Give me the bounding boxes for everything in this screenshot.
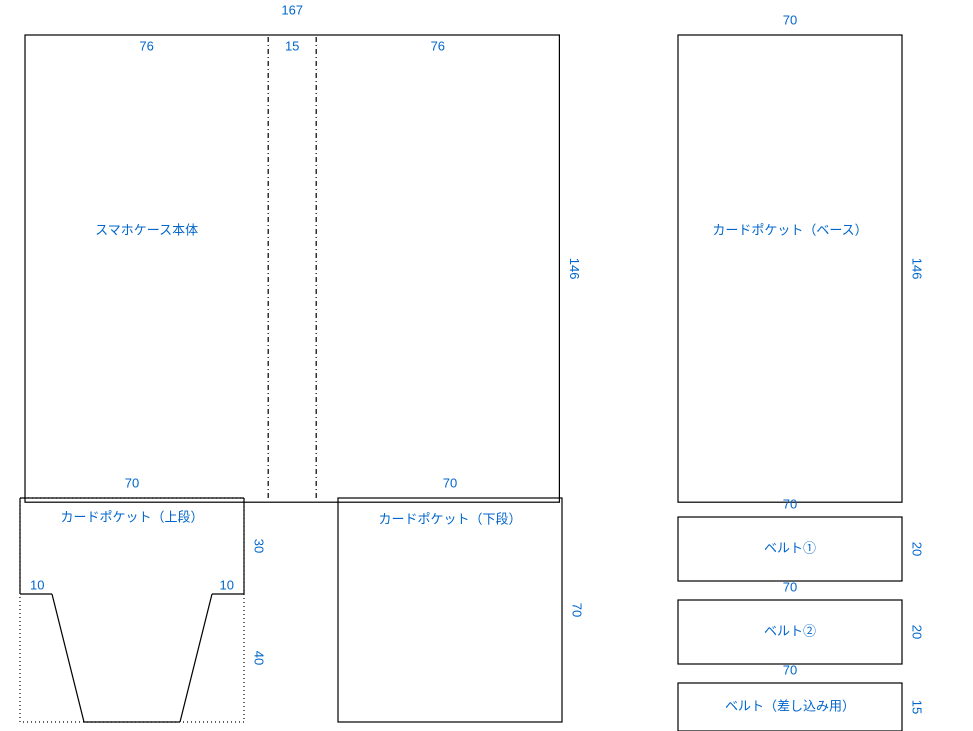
main-body-label: スマホケース本体 — [95, 223, 198, 238]
pocket-upper-label: カードポケット（上段） — [60, 509, 203, 524]
dimension-label: 70 — [570, 603, 585, 617]
dimension-label: 70 — [125, 475, 139, 490]
belt1-label: ベルト① — [764, 540, 816, 555]
dimension-label: 70 — [443, 475, 457, 490]
pocket-base-label: カードポケット（ベース） — [712, 223, 867, 238]
dimension-label: 146 — [567, 258, 582, 280]
dimension-label: 40 — [252, 651, 267, 665]
belt-insert-label: ベルト（差し込み用） — [725, 698, 855, 713]
dimension-label: 70 — [783, 496, 797, 511]
dimension-label: 30 — [252, 539, 267, 553]
pocket-lower-label: カードポケット（下段） — [378, 511, 521, 526]
dimension-label: 70 — [783, 12, 797, 27]
dimension-label: 20 — [910, 542, 925, 556]
dimension-label: 15 — [285, 38, 299, 53]
dimension-label: 70 — [783, 579, 797, 594]
dimension-label: 76 — [431, 38, 445, 53]
dimension-label: 146 — [910, 258, 925, 280]
dimension-label: 10 — [220, 577, 234, 592]
dimension-label: 20 — [910, 625, 925, 639]
dimension-label: 70 — [783, 662, 797, 677]
dimension-label: 15 — [910, 700, 925, 714]
belt2-label: ベルト② — [764, 623, 816, 638]
pattern-diagram: 167 76 15 76 146 スマホケース本体 70 146 カードポケット（ベース） 70 7… — [0, 0, 973, 731]
dimension-label: 76 — [139, 38, 153, 53]
dimension-label: 10 — [30, 577, 44, 592]
dimension-label: 167 — [281, 2, 303, 17]
